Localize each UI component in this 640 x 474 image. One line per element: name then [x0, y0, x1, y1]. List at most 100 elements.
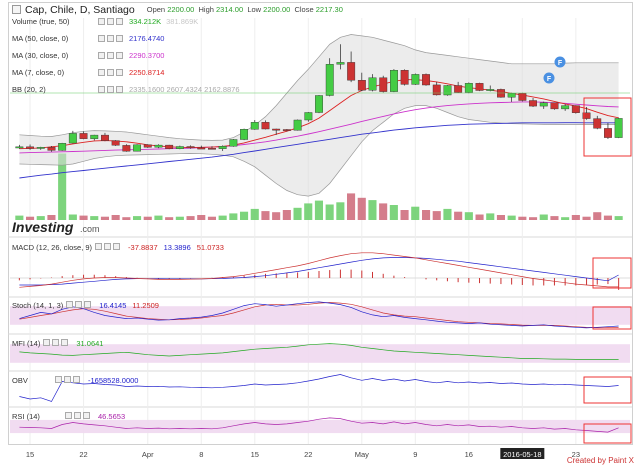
close-icon[interactable]	[116, 35, 123, 42]
indicator-row-bb[interactable]: BB (20, 2) 2335.1600 2607.4324 2162.8876	[12, 84, 240, 95]
indicator-name: MA (50, close, 0)	[12, 34, 69, 43]
candle-body	[422, 74, 430, 86]
expand-icon[interactable]	[12, 5, 21, 14]
settings-icon[interactable]	[98, 52, 105, 59]
close-icon[interactable]	[61, 339, 69, 346]
bollinger-upper-line	[19, 34, 619, 141]
volume-bar	[614, 216, 623, 220]
close-icon[interactable]	[116, 86, 123, 93]
macd-header[interactable]: MACD (12, 26, close, 9) -37.8837 13.3896…	[12, 243, 224, 252]
settings-icon[interactable]	[65, 412, 72, 419]
rsi-header[interactable]: RSI (14) 46.5653	[12, 412, 125, 421]
volume-bar	[422, 210, 431, 220]
volume-bar	[79, 215, 88, 220]
candle-body	[497, 89, 505, 98]
x-axis: 15 22 Apr 8 15 22 May 9 16 2016-05-18 23	[26, 448, 580, 459]
settings-icon[interactable]	[98, 86, 105, 93]
ohlc-readout: Open 2200.00 High 2314.00 Low 2200.00 Cl…	[146, 5, 343, 14]
volume-bar	[47, 215, 56, 220]
x-tick-label: 16	[465, 450, 473, 459]
edit-icon[interactable]	[64, 376, 71, 383]
candle-body	[165, 144, 174, 149]
candle-body	[571, 105, 580, 113]
settings-icon[interactable]	[98, 69, 105, 76]
volume-bar	[165, 217, 174, 220]
edit-icon[interactable]	[107, 69, 114, 76]
mfi-layer	[10, 343, 630, 363]
indicator-value: 2176.4740	[129, 34, 165, 43]
settings-icon[interactable]	[43, 339, 51, 346]
macd-line	[19, 252, 619, 288]
edit-icon[interactable]	[75, 301, 83, 308]
rsi-label: RSI (14)	[12, 412, 40, 421]
edit-icon[interactable]	[104, 243, 112, 250]
candle-body	[614, 118, 623, 138]
mfi-band	[10, 344, 630, 363]
close-icon[interactable]	[113, 243, 121, 250]
mfi-header[interactable]: MFI (14) 31.0641	[12, 339, 103, 348]
volume-bar	[229, 213, 238, 220]
stoch-layer	[10, 301, 630, 329]
close-icon[interactable]	[116, 18, 123, 25]
volume-bar	[432, 211, 441, 220]
volume-bar	[464, 212, 473, 220]
x-tick-label: 2016-05-18	[503, 450, 541, 459]
edit-icon[interactable]	[107, 35, 114, 42]
obv-layer	[19, 374, 619, 402]
volume-bar	[250, 208, 259, 220]
volume-bar	[36, 216, 45, 220]
volume-bar	[175, 216, 184, 220]
macd-label: MACD (12, 26, close, 9)	[12, 243, 93, 252]
stoch-header[interactable]: Stoch (14, 1, 3) 16.4145 11.2509	[12, 301, 159, 310]
settings-icon[interactable]	[55, 376, 62, 383]
candle-body	[325, 64, 334, 96]
volume-bar	[571, 215, 580, 220]
candle-body	[411, 74, 420, 85]
stoch-d-line	[19, 302, 619, 328]
candle-body	[186, 146, 195, 149]
x-tick-label: 15	[26, 450, 34, 459]
candle-body	[90, 134, 99, 139]
volume-bar	[593, 212, 602, 220]
edit-icon[interactable]	[107, 52, 114, 59]
indicator-name: MA (7, close, 0)	[12, 68, 65, 77]
volume-bar	[314, 200, 323, 220]
edit-icon[interactable]	[107, 86, 114, 93]
close-icon[interactable]	[116, 52, 123, 59]
edit-icon[interactable]	[107, 18, 114, 25]
candle-body	[529, 100, 537, 107]
candle-body	[229, 139, 238, 147]
settings-icon[interactable]	[98, 18, 105, 25]
settings-icon[interactable]	[95, 243, 103, 250]
indicator-row-ma7[interactable]: MA (7, close, 0) 2250.8714	[12, 67, 164, 78]
edit-icon[interactable]	[52, 339, 60, 346]
indicator-row-ma50[interactable]: MA (50, close, 0) 2176.4740	[12, 33, 164, 44]
volume-bar	[443, 208, 452, 220]
indicator-extra: 381.869K	[166, 17, 199, 26]
investing-logo: Investing .com	[12, 219, 100, 235]
candle-body	[26, 146, 34, 149]
event-badge[interactable]: F	[543, 72, 555, 84]
indicator-row-ma30[interactable]: MA (30, close, 0) 2290.3700	[12, 50, 164, 61]
candle-body	[518, 93, 527, 101]
close-icon[interactable]	[116, 69, 123, 76]
close-icon[interactable]	[83, 412, 90, 419]
volume-bar	[561, 217, 570, 220]
volume-bar	[111, 215, 120, 220]
close-icon[interactable]	[84, 301, 92, 308]
indicator-name: Volume (true, 50)	[12, 17, 70, 26]
settings-icon[interactable]	[66, 301, 74, 308]
edit-icon[interactable]	[74, 412, 81, 419]
candle-body	[400, 69, 409, 85]
volume-bar	[90, 216, 99, 220]
candle-body	[197, 147, 206, 150]
stoch-d-value: 11.2509	[132, 301, 159, 310]
indicator-row-volume[interactable]: Volume (true, 50) 334.212K 381.869K	[12, 16, 198, 27]
obv-header[interactable]: OBV -1658528.0000	[12, 376, 138, 385]
volume-bar	[454, 211, 463, 220]
event-badge[interactable]: F	[554, 56, 566, 68]
settings-icon[interactable]	[98, 35, 105, 42]
volume-bar	[400, 210, 409, 220]
close-icon[interactable]	[73, 376, 80, 383]
